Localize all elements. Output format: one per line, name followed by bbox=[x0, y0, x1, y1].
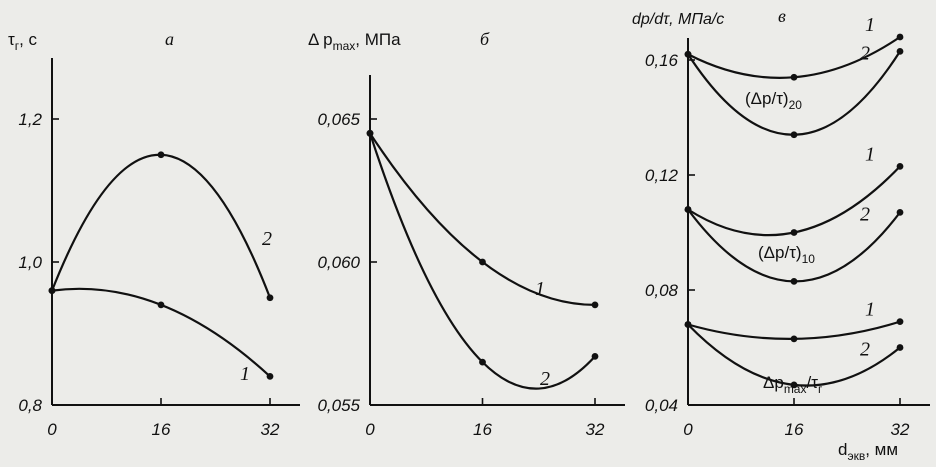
data-point bbox=[896, 344, 904, 351]
panel-letter: а bbox=[165, 29, 174, 49]
panel-letter: в bbox=[778, 6, 786, 26]
y-tick-label: 0,16 bbox=[645, 51, 679, 70]
data-point bbox=[48, 287, 56, 294]
y-tick-label: 1,0 bbox=[18, 253, 42, 272]
data-point bbox=[896, 318, 904, 326]
y-tick-label: 0,12 bbox=[645, 166, 679, 185]
series-label: 2 bbox=[860, 203, 870, 225]
data-point bbox=[790, 381, 798, 389]
y-tick-label: 0,04 bbox=[645, 396, 678, 415]
x-tick-label: 0 bbox=[365, 420, 375, 439]
y-axis-label: Δ pmax, МПа bbox=[308, 30, 401, 53]
data-point bbox=[790, 229, 798, 236]
data-point bbox=[684, 50, 692, 58]
data-point bbox=[790, 277, 798, 285]
data-point bbox=[790, 73, 798, 81]
y-axis-label: τг, с bbox=[8, 30, 38, 53]
x-axis-label: dэкв, мм bbox=[838, 440, 898, 463]
data-point bbox=[790, 131, 798, 139]
data-point bbox=[896, 33, 904, 41]
panel-a: 0,8 1,0 1,2 0 16 32 а τг, с 1 2 bbox=[8, 29, 300, 439]
x-tick-label: 32 bbox=[261, 420, 280, 439]
x-tick-label: 16 bbox=[785, 420, 804, 439]
data-point bbox=[896, 162, 904, 170]
series-label: 1 bbox=[535, 278, 545, 300]
data-point bbox=[479, 358, 486, 366]
x-tick-label: 0 bbox=[683, 420, 693, 439]
data-point bbox=[591, 352, 599, 360]
group-label: (Δp/τ)20 bbox=[745, 89, 802, 112]
data-point bbox=[684, 321, 692, 328]
y-tick-label: 1,2 bbox=[18, 110, 42, 129]
series-label: 2 bbox=[860, 42, 870, 64]
x-tick-label: 16 bbox=[473, 420, 492, 439]
y-axis-label: dp/dτ, МПа/с bbox=[632, 11, 724, 28]
y-tick-label: 0,055 bbox=[317, 396, 360, 415]
series-line-2 bbox=[50, 153, 272, 299]
series-label: 2 bbox=[860, 339, 870, 361]
x-tick-label: 16 bbox=[152, 420, 171, 439]
data-point bbox=[790, 335, 798, 343]
series-label: 1 bbox=[240, 363, 250, 385]
series-label: 2 bbox=[262, 228, 272, 250]
data-point bbox=[896, 208, 904, 216]
panel-letter: б bbox=[480, 29, 490, 49]
y-tick-label: 0,065 bbox=[317, 110, 360, 129]
series-line-1 bbox=[369, 132, 596, 306]
data-point bbox=[591, 301, 599, 309]
y-tick-label: 0,8 bbox=[18, 396, 42, 415]
x-tick-label: 0 bbox=[47, 420, 57, 439]
panel-c: 0,04 0,08 0,12 0,16 0 16 32 в dp/dτ, МПа/с dэкв, … bbox=[632, 6, 930, 463]
data-point bbox=[366, 129, 374, 137]
group-label: (Δp/τ)10 bbox=[758, 243, 815, 266]
series-label: 1 bbox=[865, 299, 875, 321]
x-tick-label: 32 bbox=[891, 420, 910, 439]
data-point bbox=[157, 301, 165, 309]
data-point bbox=[684, 206, 692, 213]
series-label: 1 bbox=[865, 14, 875, 36]
data-point bbox=[157, 151, 165, 159]
group-label: Δpmax/τг bbox=[763, 373, 823, 396]
x-tick-label: 32 bbox=[586, 420, 605, 439]
y-tick-label: 0,08 bbox=[645, 281, 679, 300]
series-label: 1 bbox=[865, 143, 875, 165]
panel-b: 0,055 0,060 0,065 0 16 32 б Δ pmax, МПа 1 2 bbox=[308, 29, 625, 439]
series-label: 2 bbox=[540, 368, 550, 390]
data-point bbox=[479, 258, 486, 266]
data-point bbox=[266, 373, 274, 380]
y-tick-label: 0,060 bbox=[317, 253, 360, 272]
data-point bbox=[896, 47, 904, 55]
data-point bbox=[266, 294, 274, 302]
